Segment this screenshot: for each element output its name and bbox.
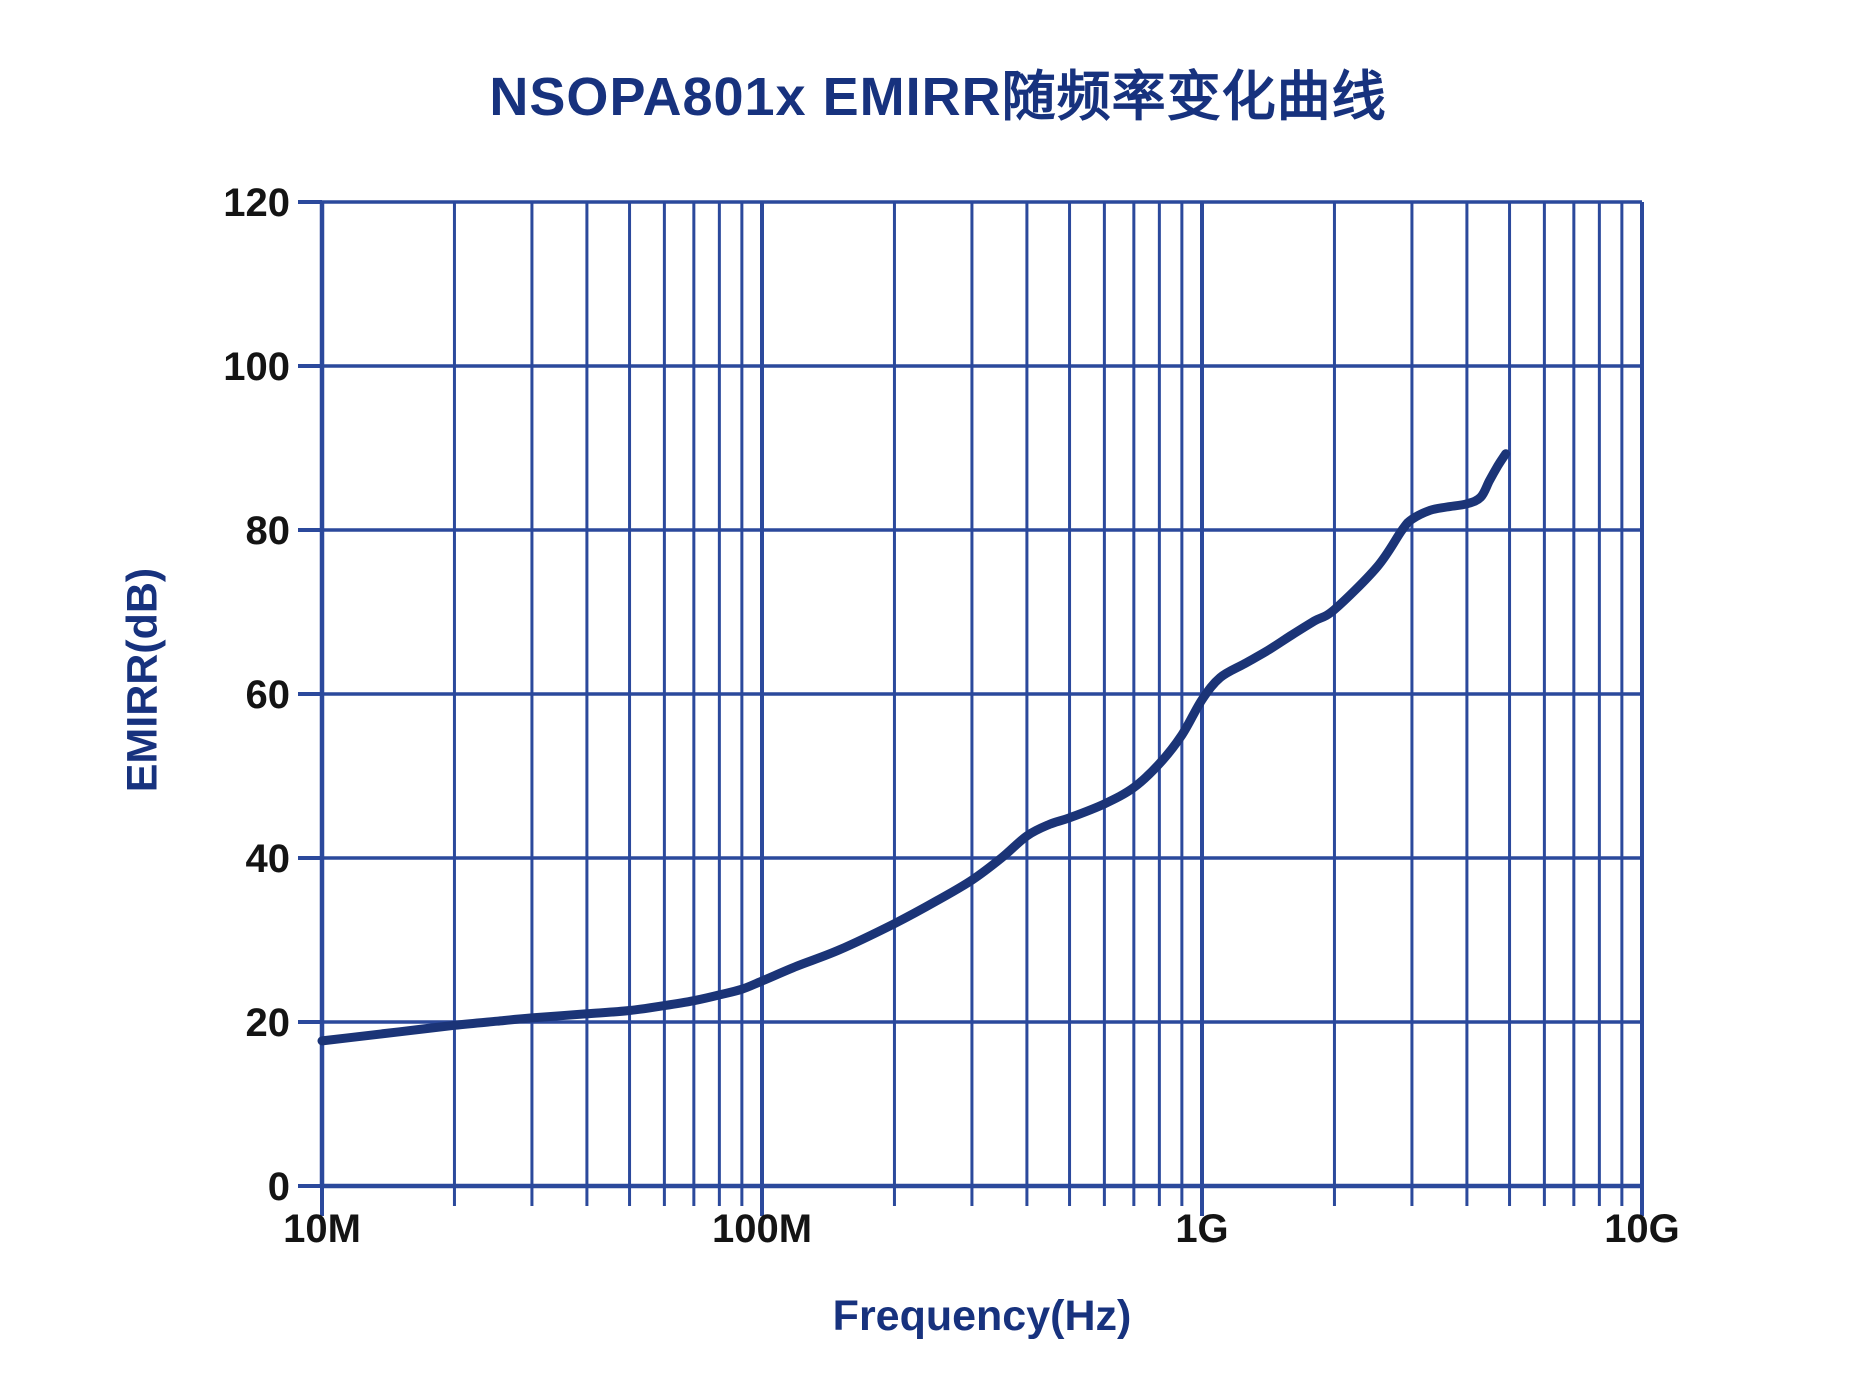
- y-tick-label: 100: [223, 345, 290, 389]
- x-tick-label: 1G: [1175, 1207, 1228, 1251]
- y-tick-label: 40: [246, 837, 291, 881]
- x-tick-label: 10G: [1604, 1207, 1680, 1251]
- y-tick-label: 0: [268, 1165, 290, 1209]
- x-axis-title: Frequency(Hz): [832, 1292, 1132, 1340]
- y-tick-label: 20: [246, 1001, 291, 1045]
- chart-title: NSOPA801x EMIRR随频率变化曲线: [489, 67, 1387, 127]
- emirr-curve: [317, 449, 1511, 1046]
- x-tick-label: 100M: [712, 1207, 812, 1251]
- y-tick-label: 60: [246, 673, 291, 717]
- y-tick-label: 120: [223, 181, 290, 225]
- y-tick-label: 80: [246, 509, 291, 553]
- x-tick-label: 10M: [283, 1207, 361, 1251]
